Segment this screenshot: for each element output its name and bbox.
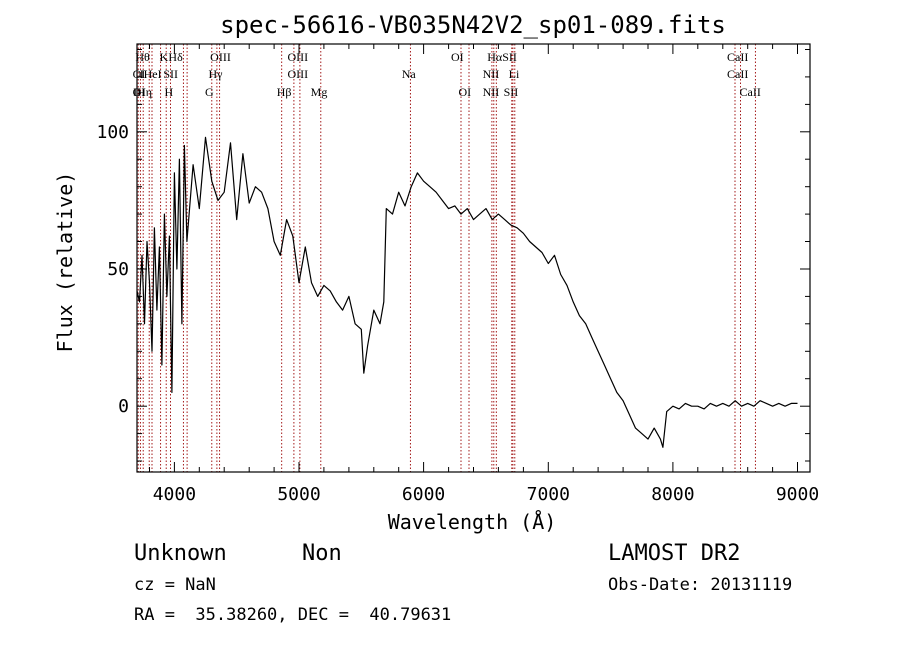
line-label-8: CaII	[727, 50, 748, 64]
line-label-13: Hγ	[209, 67, 224, 81]
line-label-23: Hβ	[277, 85, 292, 99]
line-label-5: OI	[451, 50, 464, 64]
line-label-3: OIII	[210, 50, 231, 64]
line-label-1: K	[159, 50, 168, 64]
line-label-25: OI	[458, 85, 471, 99]
line-label-14: OIII	[287, 67, 308, 81]
line-label-17: Li	[509, 67, 520, 81]
x-tick-label-4: 8000	[651, 484, 694, 505]
line-label-24: Mg	[311, 85, 328, 99]
y-tick-label-2: 100	[96, 122, 129, 143]
y-axis-label: Flux (relative)	[53, 172, 77, 353]
line-label-20: IHη	[133, 85, 152, 99]
line-label-6: Hα	[487, 50, 503, 64]
redshift-text: cz = NaN	[134, 575, 216, 595]
line-label-22: G	[205, 85, 214, 99]
line-label-19: OI	[133, 85, 146, 99]
x-axis-ticks: 4000 5000 6000 7000 8000 9000	[149, 44, 819, 505]
object-class: Unknown	[134, 541, 227, 566]
line-label-0: Hθ	[135, 50, 150, 64]
x-axis-label: Wavelength (Å)	[388, 510, 557, 534]
x-tick-label-0: 4000	[153, 484, 196, 505]
line-label-9: OI	[133, 67, 146, 81]
y-axis-ticks: 0 50 100	[96, 49, 810, 462]
line-label-11: HeI	[144, 67, 162, 81]
line-label-4: OIII	[287, 50, 308, 64]
line-label-7: SII	[502, 50, 517, 64]
spectrum-line	[136, 136, 798, 448]
line-label-10: I	[140, 67, 144, 81]
object-subclass: Non	[302, 541, 342, 566]
y-tick-label-0: 0	[118, 396, 129, 417]
x-tick-label-2: 6000	[402, 484, 445, 505]
line-label-28: CaII	[740, 85, 761, 99]
coordinates-text: RA = 35.38260, DEC = 40.79631	[134, 605, 451, 625]
line-label-27: SII	[504, 85, 519, 99]
line-label-12: SII	[163, 67, 178, 81]
line-label-15: Na	[402, 67, 417, 81]
plot-frame	[136, 43, 811, 473]
spectral-line-markers	[137, 44, 756, 472]
line-label-2: Hδ	[168, 50, 183, 64]
x-tick-label-5: 9000	[776, 484, 819, 505]
survey-name: LAMOST DR2	[608, 541, 740, 566]
obs-date-text: Obs-Date: 20131119	[608, 575, 792, 595]
x-tick-label-1: 5000	[277, 484, 320, 505]
chart-title: spec-56616-VB035N42V2_sp01-089.fits	[220, 11, 726, 39]
line-label-18: CaII	[727, 67, 748, 81]
line-label-26: NII	[483, 85, 500, 99]
line-label-21: H	[164, 85, 173, 99]
y-tick-label-1: 50	[107, 259, 129, 280]
line-label-16: NII	[483, 67, 500, 81]
x-tick-label-3: 7000	[527, 484, 570, 505]
